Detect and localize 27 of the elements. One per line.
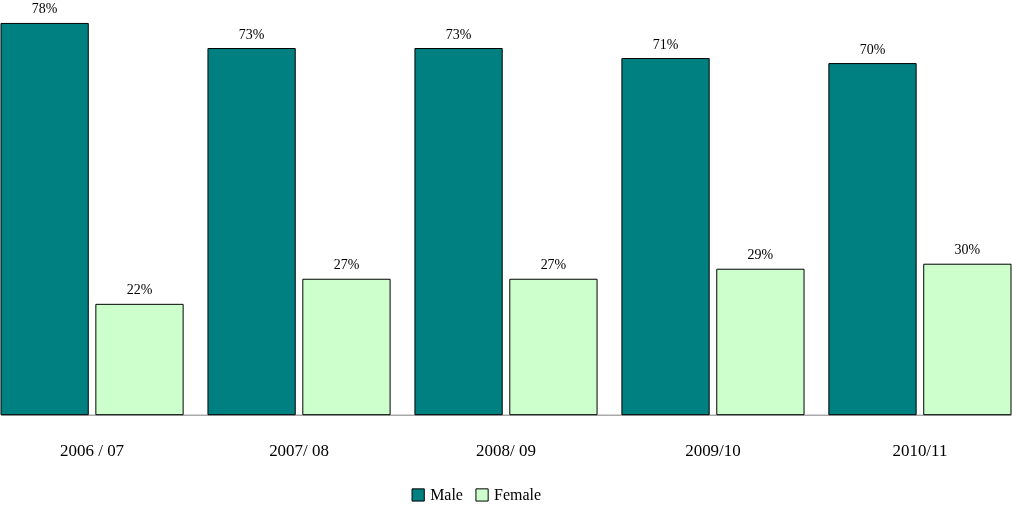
data-label: 22% (126, 282, 153, 298)
bar (95, 303, 184, 416)
x-tick-label: 2010/11 (892, 441, 948, 461)
data-label: 27% (333, 257, 360, 273)
bar (828, 63, 917, 416)
x-tick-label: 2006 / 07 (60, 441, 125, 461)
data-label: 73% (238, 26, 265, 42)
data-label: 30% (954, 242, 981, 258)
data-label: 73% (445, 26, 472, 42)
data-label: 71% (652, 36, 679, 52)
bar (302, 278, 391, 416)
bar (716, 268, 805, 416)
x-tick-label: 2007/ 08 (269, 441, 329, 461)
bar (621, 58, 710, 416)
bar (923, 263, 1012, 416)
x-tick-label: 2008/ 09 (476, 441, 536, 461)
bar (414, 48, 503, 416)
data-label: 78% (31, 1, 58, 17)
data-label: 70% (859, 41, 886, 57)
legend-label: Female (494, 485, 541, 503)
legend-label: Male (430, 485, 463, 503)
data-label: 29% (747, 247, 774, 263)
x-tick-label: 2009/10 (685, 441, 741, 461)
bar (207, 48, 296, 416)
bar (509, 278, 598, 416)
data-label: 27% (540, 257, 567, 273)
bar (0, 22, 89, 416)
